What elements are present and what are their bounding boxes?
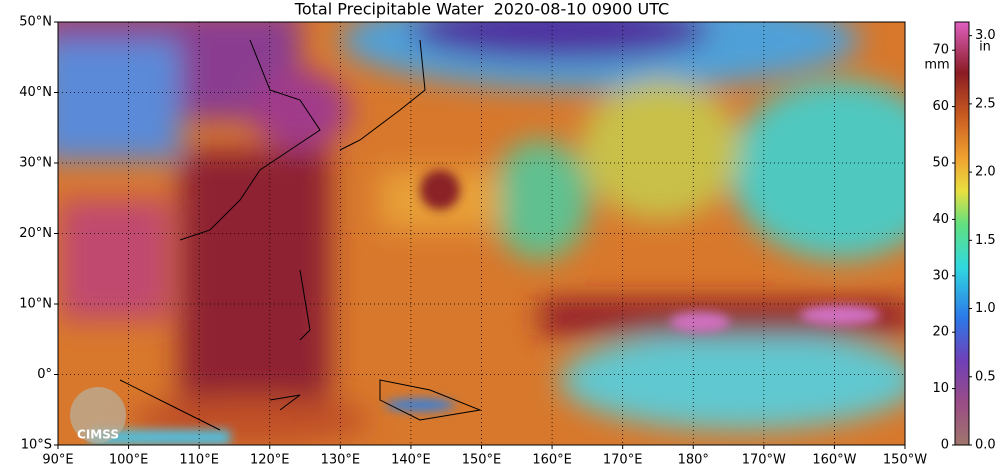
mm-tick-label: 70 [932, 43, 949, 58]
lon-label: 140°E [391, 453, 431, 468]
lon-label: 150°W [883, 453, 927, 468]
map-image [58, 22, 905, 445]
mm-tick-label: 30 [932, 268, 949, 283]
colorbar-unit-in: in [979, 40, 991, 55]
lon-label: 180° [678, 453, 709, 468]
lon-label: 170°W [742, 453, 786, 468]
lat-label: 20°N [19, 226, 52, 241]
mm-tick-label: 10 [932, 381, 949, 396]
lon-label: 150°E [462, 453, 502, 468]
in-tick-label: 0.5 [975, 369, 996, 384]
colorbar [954, 21, 970, 446]
lon-label: 120°E [250, 453, 290, 468]
in-tick-label: 0.0 [975, 438, 996, 453]
in-tick-label: 1.5 [975, 233, 996, 248]
lon-label: 130°E [321, 453, 361, 468]
mm-tick-label: 60 [932, 99, 949, 114]
logo: CIMSS [70, 387, 126, 443]
map-title: Total Precipitable Water 2020-08-10 0900… [294, 0, 669, 19]
mm-tick-label: 50 [932, 156, 949, 171]
lon-label: 160°W [812, 453, 856, 468]
lon-label: 90°E [42, 453, 73, 468]
lon-label: 160°E [532, 453, 572, 468]
mm-tick-label: 0 [941, 438, 949, 453]
lon-label: 110°E [179, 453, 219, 468]
in-tick-label: 3.0 [975, 28, 996, 43]
lat-label: 10°N [19, 297, 52, 312]
lat-label: 30°N [19, 156, 52, 171]
lat-label: 0° [37, 367, 52, 382]
lon-label: 100°E [109, 453, 149, 468]
in-tick-label: 2.0 [975, 165, 996, 180]
lat-label: 10°S [21, 438, 52, 453]
lon-label: 170°E [603, 453, 643, 468]
lat-label: 50°N [19, 15, 52, 30]
mm-tick-label: 40 [932, 212, 949, 227]
lat-label: 40°N [19, 85, 52, 100]
logo-text: CIMSS [77, 428, 119, 442]
mm-tick-label: 20 [932, 325, 949, 340]
in-tick-label: 2.5 [975, 96, 996, 111]
colorbar-unit-mm: mm [924, 58, 949, 73]
in-tick-label: 1.0 [975, 301, 996, 316]
